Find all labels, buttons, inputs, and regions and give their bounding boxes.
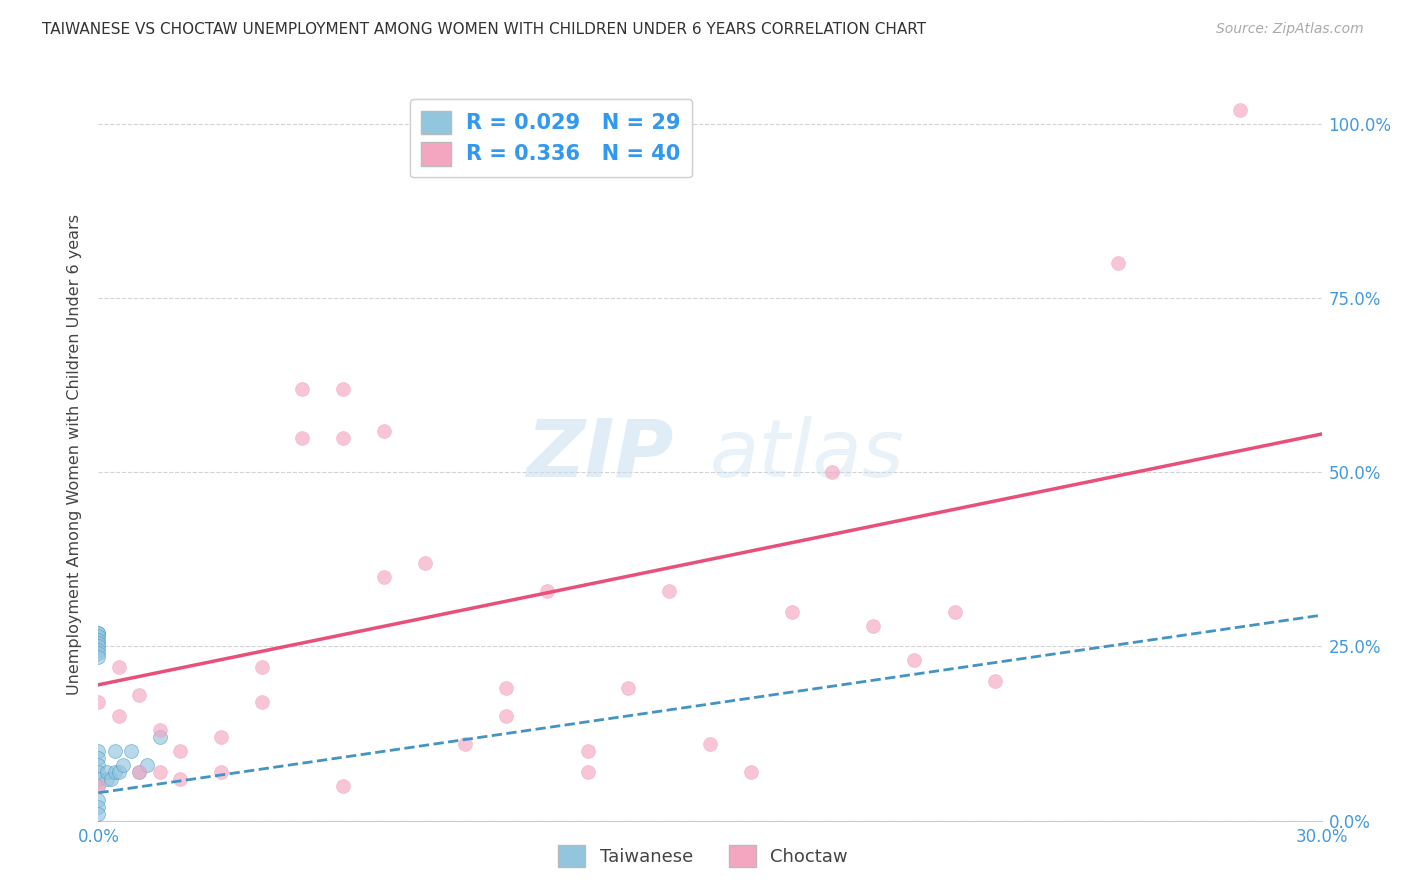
Point bbox=[169, 772, 191, 786]
Point bbox=[108, 660, 131, 674]
Point bbox=[821, 466, 844, 480]
Point bbox=[250, 660, 273, 674]
Point bbox=[120, 744, 142, 758]
Point bbox=[87, 779, 110, 793]
Text: TAIWANESE VS CHOCTAW UNEMPLOYMENT AMONG WOMEN WITH CHILDREN UNDER 6 YEARS CORREL: TAIWANESE VS CHOCTAW UNEMPLOYMENT AMONG … bbox=[42, 22, 927, 37]
Point bbox=[291, 430, 314, 444]
Point bbox=[495, 709, 517, 723]
Point bbox=[128, 688, 150, 702]
Point bbox=[87, 625, 110, 640]
Point bbox=[373, 424, 395, 438]
Point bbox=[332, 779, 354, 793]
Point bbox=[1229, 103, 1251, 117]
Point bbox=[149, 764, 172, 779]
Point bbox=[617, 681, 640, 696]
Point bbox=[108, 764, 131, 779]
Point bbox=[209, 730, 232, 744]
Text: atlas: atlas bbox=[710, 416, 905, 494]
Point bbox=[149, 730, 172, 744]
Point bbox=[87, 758, 110, 772]
Point bbox=[111, 758, 134, 772]
Point bbox=[943, 605, 966, 619]
Point bbox=[658, 583, 681, 598]
Point bbox=[87, 764, 110, 779]
Point bbox=[87, 625, 110, 640]
Point bbox=[128, 764, 150, 779]
Point bbox=[495, 681, 517, 696]
Text: Source: ZipAtlas.com: Source: ZipAtlas.com bbox=[1216, 22, 1364, 37]
Point bbox=[332, 430, 354, 444]
Point bbox=[699, 737, 721, 751]
Point bbox=[149, 723, 172, 737]
Point bbox=[100, 772, 122, 786]
Point bbox=[104, 764, 127, 779]
Point bbox=[576, 744, 599, 758]
Point bbox=[96, 772, 118, 786]
Point bbox=[128, 764, 150, 779]
Y-axis label: Unemployment Among Women with Children Under 6 years: Unemployment Among Women with Children U… bbox=[67, 214, 83, 696]
Point bbox=[536, 583, 558, 598]
Point bbox=[87, 744, 110, 758]
Legend: Taiwanese, Choctaw: Taiwanese, Choctaw bbox=[551, 838, 855, 874]
Point bbox=[740, 764, 762, 779]
Legend: R = 0.029   N = 29, R = 0.336   N = 40: R = 0.029 N = 29, R = 0.336 N = 40 bbox=[409, 99, 692, 178]
Point bbox=[1107, 256, 1129, 270]
Point bbox=[108, 709, 131, 723]
Point bbox=[87, 772, 110, 786]
Point bbox=[87, 640, 110, 654]
Point bbox=[87, 799, 110, 814]
Point bbox=[87, 632, 110, 647]
Point bbox=[332, 382, 354, 396]
Text: ZIP: ZIP bbox=[526, 416, 673, 494]
Point bbox=[454, 737, 477, 751]
Point bbox=[291, 382, 314, 396]
Point bbox=[87, 806, 110, 821]
Point bbox=[169, 744, 191, 758]
Point bbox=[87, 751, 110, 765]
Point bbox=[87, 629, 110, 643]
Point bbox=[87, 793, 110, 807]
Point bbox=[903, 653, 925, 667]
Point bbox=[104, 744, 127, 758]
Point bbox=[87, 695, 110, 709]
Point bbox=[87, 647, 110, 661]
Point bbox=[136, 758, 159, 772]
Point bbox=[87, 649, 110, 664]
Point bbox=[576, 764, 599, 779]
Point bbox=[87, 779, 110, 793]
Point bbox=[96, 764, 118, 779]
Point bbox=[862, 618, 884, 632]
Point bbox=[373, 570, 395, 584]
Point bbox=[413, 556, 436, 570]
Point bbox=[250, 695, 273, 709]
Point bbox=[780, 605, 803, 619]
Point bbox=[87, 643, 110, 657]
Point bbox=[984, 674, 1007, 689]
Point bbox=[209, 764, 232, 779]
Point bbox=[87, 636, 110, 650]
